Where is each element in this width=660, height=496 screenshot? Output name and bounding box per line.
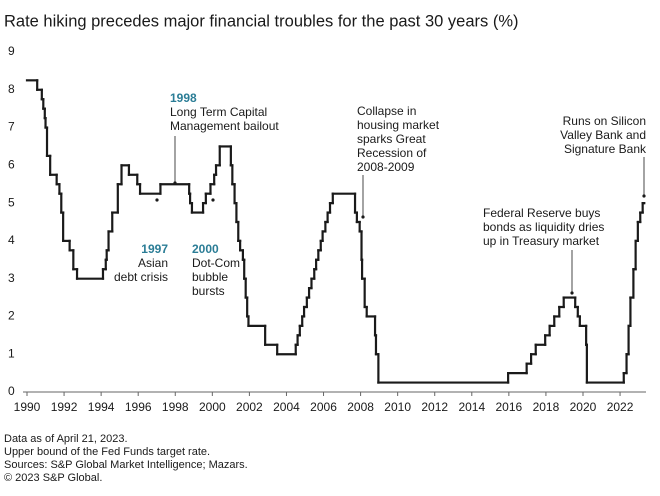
y-tick-label: 1	[8, 346, 15, 360]
annotation-text: Asian	[138, 256, 168, 270]
footnote: Upper bound of the Fed Funds target rate…	[4, 446, 210, 458]
annotation-text: Recession of	[357, 146, 427, 160]
y-tick-label: 9	[8, 44, 15, 58]
x-tick-label: 2012	[421, 400, 448, 414]
y-tick-label: 2	[8, 309, 15, 323]
x-tick-label: 1992	[51, 400, 78, 414]
y-tick-label: 3	[8, 271, 15, 285]
chart-title: Rate hiking precedes major financial tro…	[4, 12, 519, 30]
x-tick-label: 2020	[570, 400, 597, 414]
annotation-text: up in Treasury market	[483, 234, 600, 248]
x-tick-label: 2010	[384, 400, 411, 414]
footnote: Data as of April 21, 2023.	[4, 433, 128, 445]
footnote: © 2023 S&P Global.	[4, 472, 102, 484]
annotation-text: bonds as liquidity dries	[483, 220, 604, 234]
annotation-text: Long Term Capital	[170, 105, 267, 119]
annotation-text: Dot-Com	[192, 256, 240, 270]
annotation-dot	[361, 215, 365, 219]
annotation-dot	[570, 291, 574, 295]
x-tick-label: 2000	[199, 400, 226, 414]
annotation-text: Collapse in	[357, 104, 416, 118]
annotation-year: 2000	[192, 242, 219, 256]
annotation-dot	[173, 181, 177, 185]
y-tick-label: 0	[8, 384, 15, 398]
annotation-dot	[155, 198, 159, 202]
annotation-text: Management bailout	[170, 119, 279, 133]
annotation-text: Runs on Silicon	[563, 114, 646, 128]
annotation-text: debt crisis	[114, 270, 168, 284]
annotation-text: Federal Reserve buys	[483, 206, 600, 220]
annotation-text: housing market	[357, 118, 440, 132]
annotation-text: sparks Great	[357, 132, 426, 146]
annotation-text: bubble	[192, 270, 228, 284]
footnote: Sources: S&P Global Market Intelligence;…	[4, 459, 248, 471]
annotation-text: Signature Bank	[564, 142, 647, 156]
annotation-text: Valley Bank and	[560, 128, 646, 142]
y-tick-label: 4	[8, 233, 15, 247]
y-tick-label: 8	[8, 82, 15, 96]
x-tick-label: 1994	[88, 400, 115, 414]
x-tick-label: 2004	[273, 400, 300, 414]
y-tick-label: 6	[8, 158, 15, 172]
annotation-dot	[642, 194, 646, 198]
x-tick-label: 1990	[14, 400, 41, 414]
annotation-year: 1997	[141, 242, 168, 256]
x-tick-label: 2006	[310, 400, 337, 414]
annotation-text: bursts	[192, 284, 225, 298]
x-tick-label: 2014	[458, 400, 485, 414]
x-tick-label: 2002	[236, 400, 263, 414]
x-tick-label: 2022	[607, 400, 634, 414]
x-tick-label: 2016	[496, 400, 523, 414]
x-tick-label: 2008	[347, 400, 374, 414]
x-tick-label: 1998	[162, 400, 189, 414]
annotation-year: 1998	[170, 91, 197, 105]
x-tick-label: 1996	[125, 400, 152, 414]
y-tick-label: 5	[8, 195, 15, 209]
annotation-dot	[211, 198, 215, 202]
x-tick-label: 2018	[533, 400, 560, 414]
annotation-text: 2008-2009	[357, 160, 415, 174]
y-tick-label: 7	[8, 120, 15, 134]
